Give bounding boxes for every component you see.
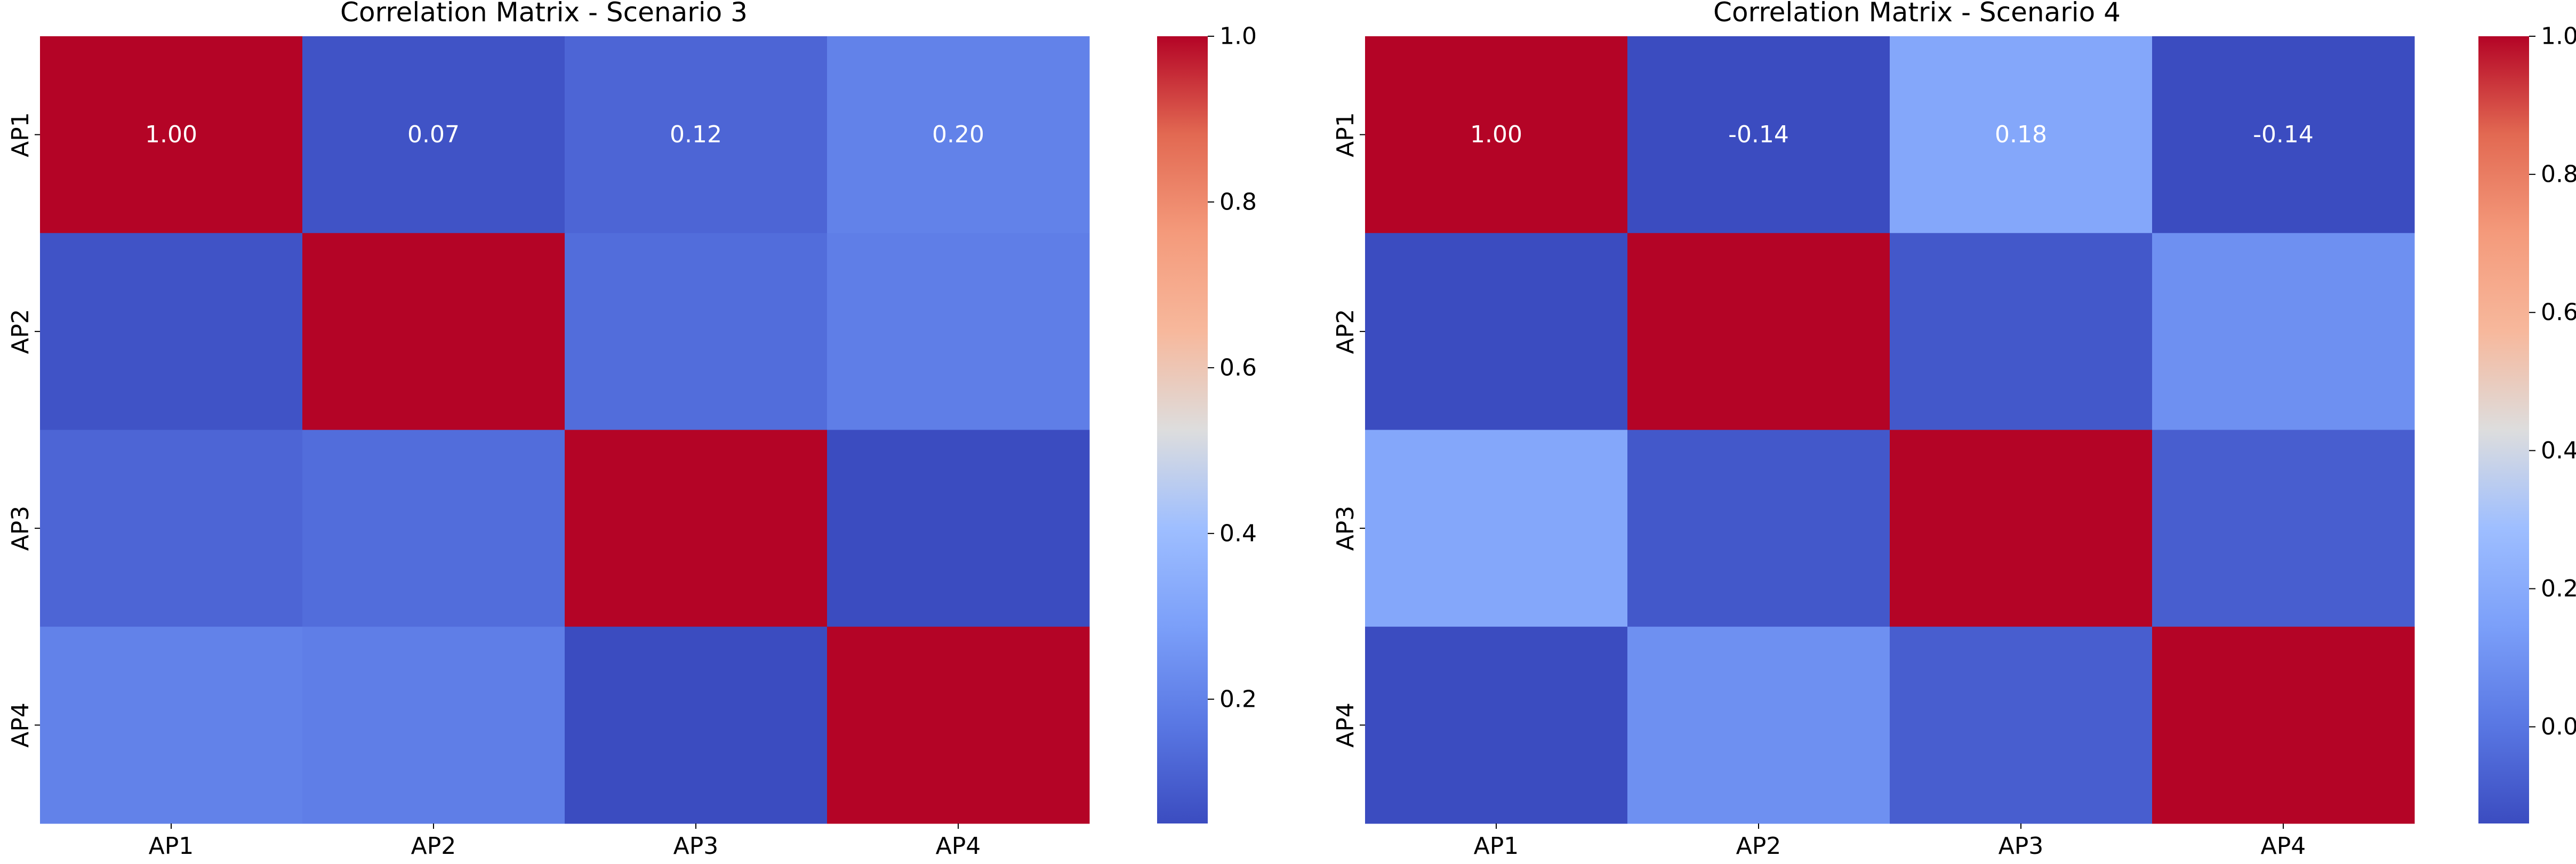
- colorbar-tick-label: 0.6: [1219, 354, 1257, 381]
- heatmap-cell: [1627, 626, 1890, 824]
- heatmap-cell: [1890, 233, 2153, 430]
- colorbar-tick-label: 0.2: [1219, 685, 1257, 713]
- heatmap-cell: [302, 430, 565, 627]
- x-tick-label: AP3: [673, 833, 719, 860]
- y-tick-label: AP3: [7, 506, 34, 551]
- colorbar: 0.0 0.2 0.4 0.6 0.8 1.0: [2478, 23, 2576, 823]
- heatmap-cell: [1890, 626, 2153, 824]
- heatmap-cell: [302, 36, 565, 233]
- colorbar-tick-label: 0.6: [2541, 299, 2576, 326]
- heatmap-cell: [827, 233, 1090, 430]
- heatmap-cell: [565, 233, 828, 430]
- cell-value-label: 1.00: [1470, 121, 1522, 148]
- cell-value-label: 0.20: [932, 121, 984, 148]
- heatmap-cell: [40, 233, 303, 430]
- heatmap-panel-scenario-3: Correlation Matrix - Scenario 3 1.00 0.07…: [7, 0, 1257, 860]
- colorbar-tick-label: 0.8: [1219, 188, 1257, 215]
- colorbar-tick-label: 1.0: [1219, 23, 1257, 50]
- heatmap-cell: [565, 36, 828, 233]
- x-tick-label: AP4: [2261, 833, 2306, 860]
- heatmap-cell: [40, 36, 303, 233]
- cell-value-label: 0.07: [407, 121, 460, 148]
- heatmap-cell: [565, 430, 828, 627]
- colorbar-ticks: 0.2 0.4 0.6 0.8 1.0: [1208, 23, 1257, 713]
- x-tick-label: AP3: [1999, 833, 2044, 860]
- heatmap-cell: [827, 36, 1090, 233]
- cell-value-label: 0.12: [670, 121, 722, 148]
- colorbar: 0.2 0.4 0.6 0.8 1.0: [1157, 23, 1257, 823]
- heatmap-cell: [1365, 233, 1628, 430]
- heatmap-cell: [2152, 430, 2415, 627]
- x-tick-label: AP1: [1474, 833, 1519, 860]
- cell-value-label: -0.14: [1728, 121, 1789, 148]
- heatmap-cell: [302, 233, 565, 430]
- y-tick-label: AP4: [7, 702, 34, 748]
- heatmap-cell: [2152, 233, 2415, 430]
- x-tick-labels: AP1 AP2 AP3 AP4: [149, 823, 981, 860]
- heatmap-cell: [827, 430, 1090, 627]
- heatmap-cell: [2152, 36, 2415, 233]
- heatmap-cell: [1627, 430, 1890, 627]
- heatmap-cell: [1890, 430, 2153, 627]
- colorbar-tick-label: 0.4: [1219, 520, 1257, 547]
- x-tick-label: AP2: [411, 833, 456, 860]
- colorbar-gradient: [1157, 36, 1208, 823]
- heatmap-cell: [1365, 430, 1628, 627]
- y-tick-label: AP1: [7, 112, 34, 157]
- y-tick-labels: AP1 AP2 AP3 AP4: [1332, 112, 1365, 748]
- y-tick-label: AP1: [1332, 112, 1359, 157]
- heatmap-cell: [1890, 36, 2153, 233]
- heatmap-panel-scenario-4: Correlation Matrix - Scenario 4 1.00 -0.1…: [1332, 0, 2576, 860]
- y-tick-label: AP4: [1332, 702, 1359, 748]
- x-tick-label: AP4: [936, 833, 981, 860]
- y-tick-label: AP2: [1332, 309, 1359, 354]
- y-tick-label: AP2: [7, 309, 34, 354]
- chart-title: Correlation Matrix - Scenario 3: [340, 0, 748, 28]
- x-tick-label: AP1: [149, 833, 194, 860]
- heatmap-cell: [1365, 36, 1628, 233]
- heatmap-cells: 1.00 -0.14 0.18 -0.14: [1365, 36, 2415, 824]
- colorbar-tick-label: 1.0: [2541, 23, 2576, 50]
- heatmap-cell: [827, 626, 1090, 824]
- colorbar-tick-label: 0.8: [2541, 161, 2576, 188]
- heatmap-cell: [302, 626, 565, 824]
- heatmap-cell: [565, 626, 828, 824]
- colorbar-tick-label: 0.4: [2541, 437, 2576, 464]
- colorbar-tick-label: 0.2: [2541, 575, 2576, 602]
- cell-value-label: 1.00: [145, 121, 197, 148]
- heatmap-cell: [1365, 626, 1628, 824]
- cell-value-label: 0.18: [1995, 121, 2047, 148]
- cell-value-label: -0.14: [2253, 121, 2314, 148]
- y-tick-labels: AP1 AP2 AP3 AP4: [7, 112, 40, 748]
- colorbar-ticks: 0.0 0.2 0.4 0.6 0.8 1.0: [2529, 23, 2576, 740]
- heatmap-cell: [40, 430, 303, 627]
- heatmap-cell: [1627, 36, 1890, 233]
- heatmap-cell: [1627, 233, 1890, 430]
- x-tick-label: AP2: [1736, 833, 1781, 860]
- heatmap-cell: [2152, 626, 2415, 824]
- colorbar-gradient: [2478, 36, 2529, 823]
- chart-title: Correlation Matrix - Scenario 4: [1713, 0, 2121, 28]
- colorbar-tick-label: 0.0: [2541, 713, 2576, 740]
- y-tick-label: AP3: [1332, 506, 1359, 551]
- heatmap-cells: 1.00 0.07 0.12 0.20: [40, 36, 1090, 824]
- heatmap-cell: [40, 626, 303, 824]
- x-tick-labels: AP1 AP2 AP3 AP4: [1474, 823, 2306, 860]
